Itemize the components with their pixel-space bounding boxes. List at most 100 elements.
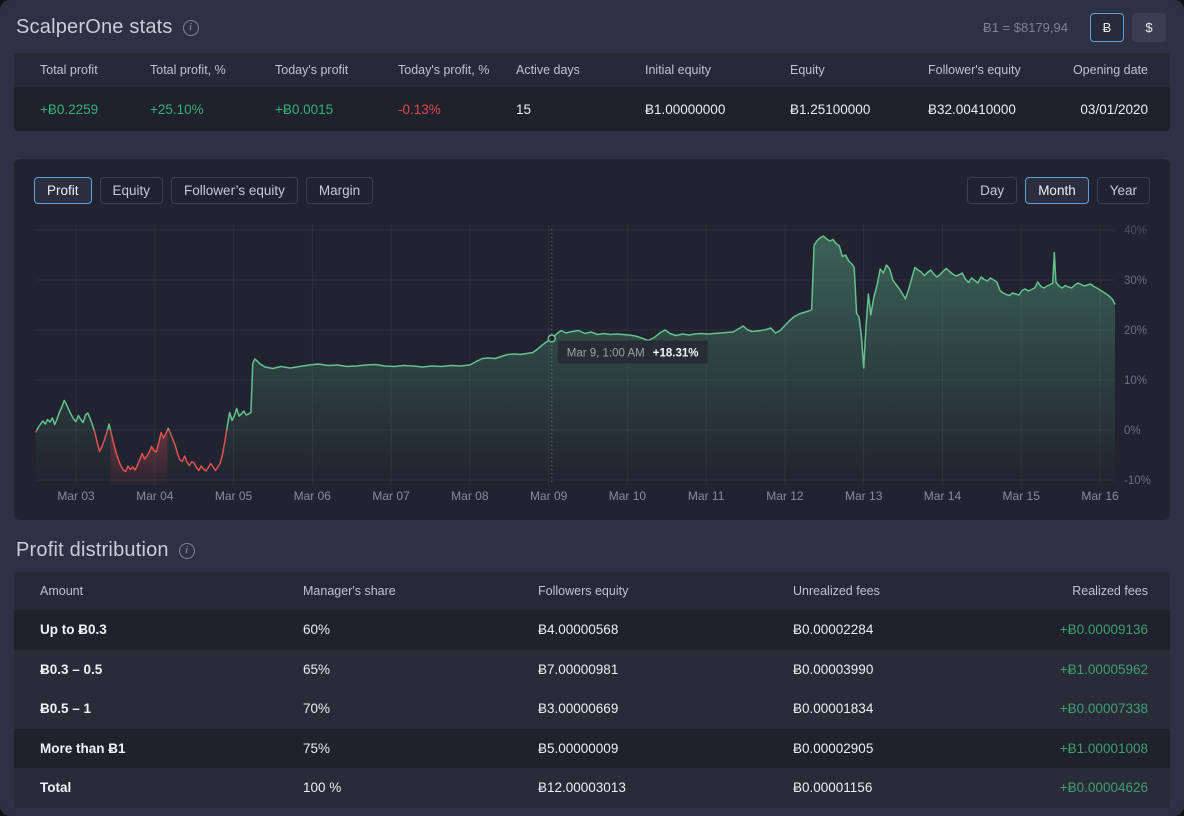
page-title: ScalperOne stats — [16, 16, 173, 39]
distribution-table-body: Up to Ƀ0.360%Ƀ4.00000568Ƀ0.00002284+Ƀ0.0… — [14, 610, 1170, 808]
distribution-info-icon[interactable]: i — [179, 543, 195, 559]
stats-table-header: Total profitTotal profit, %Today's profi… — [14, 53, 1170, 87]
distribution-cell: Ƀ0.00002905 — [793, 741, 993, 756]
table-row: Ƀ0.3 – 0.565%Ƀ7.00000981Ƀ0.00003990+Ƀ1.0… — [14, 650, 1170, 690]
distribution-cell: 60% — [303, 622, 538, 637]
stats-header-cell: Initial equity — [645, 63, 790, 77]
stats-value-cell: +Ƀ0.0015 — [275, 102, 398, 117]
stats-header-cell: Equity — [790, 63, 928, 77]
distribution-table: AmountManager's shareFollowers equityUnr… — [14, 572, 1170, 808]
distribution-cell: 75% — [303, 741, 538, 756]
currency-button-usd[interactable]: $ — [1132, 13, 1166, 42]
distribution-header-cell: Followers equity — [538, 584, 793, 598]
chart-card: Profit Equity Follower’s equity Margin Day M… — [14, 159, 1170, 520]
distribution-cell: More than Ƀ1 — [40, 741, 303, 756]
stats-value-cell: -0.13% — [398, 102, 516, 117]
distribution-cell: Total — [40, 780, 303, 795]
currency-button-btc[interactable]: Ƀ — [1090, 13, 1124, 42]
x-axis-label: Mar 16 — [1081, 489, 1119, 503]
stats-header-cell: Today's profit — [275, 63, 398, 77]
distribution-cell: Ƀ0.00001834 — [793, 701, 993, 716]
stats-header-cell: Today's profit, % — [398, 63, 516, 77]
tab-follower-s-equity[interactable]: Follower’s equity — [171, 177, 298, 204]
currency-toggle: Ƀ$ — [1082, 13, 1166, 42]
stats-value-cell: Ƀ32.00410000 — [928, 102, 1068, 117]
x-axis-label: Mar 10 — [609, 489, 647, 503]
chart-tooltip: Mar 9, 1:00 AM +18.31% — [558, 340, 708, 363]
tooltip-value: +18.31% — [653, 347, 699, 359]
table-row: More than Ƀ175%Ƀ5.00000009Ƀ0.00002905+Ƀ1… — [14, 729, 1170, 769]
profit-chart[interactable]: 40%30%20%10%0%-10%Mar 03Mar 04Mar 05Mar … — [14, 213, 1170, 513]
x-axis-label: Mar 09 — [530, 489, 568, 503]
stats-value-cell: 15 — [516, 102, 645, 117]
distribution-cell: Ƀ4.00000568 — [538, 622, 793, 637]
distribution-cell: Up to Ƀ0.3 — [40, 622, 303, 637]
y-axis-label: 0% — [1124, 425, 1141, 437]
x-axis-label: Mar 15 — [1003, 489, 1041, 503]
distribution-cell: Ƀ0.00001156 — [793, 780, 993, 795]
distribution-cell: +Ƀ0.00009136 — [993, 622, 1148, 637]
y-axis-label: 20% — [1124, 325, 1147, 337]
chart-metric-tabs: Profit Equity Follower’s equity Margin — [34, 177, 373, 204]
x-axis-label: Mar 08 — [451, 489, 489, 503]
distribution-header-cell: Manager's share — [303, 584, 538, 598]
distribution-cell: Ƀ0.3 – 0.5 — [40, 662, 303, 677]
info-icon[interactable]: i — [183, 20, 199, 36]
exchange-rate-label: Ƀ1 = $8179,94 — [983, 20, 1068, 35]
stats-header-cell: Active days — [516, 63, 645, 77]
stats-value-cell: Ƀ1.25100000 — [790, 102, 928, 117]
tab-equity[interactable]: Equity — [100, 177, 164, 204]
range-day[interactable]: Day — [967, 177, 1017, 204]
stats-table: Total profitTotal profit, %Today's profi… — [14, 53, 1170, 131]
table-row: Total100 %Ƀ12.00003013Ƀ0.00001156+Ƀ0.000… — [14, 768, 1170, 808]
distribution-cell: +Ƀ0.00007338 — [993, 701, 1148, 716]
stats-value-cell: +25.10% — [150, 102, 275, 117]
stats-table-values: +Ƀ0.2259+25.10%+Ƀ0.0015-0.13%15Ƀ1.000000… — [14, 87, 1170, 131]
range-year[interactable]: Year — [1097, 177, 1150, 204]
stats-value-cell: +Ƀ0.2259 — [40, 102, 150, 117]
x-axis-label: Mar 14 — [924, 489, 962, 503]
x-axis-label: Mar 07 — [372, 489, 410, 503]
distribution-cell: Ƀ0.00003990 — [793, 662, 993, 677]
distribution-cell: 65% — [303, 662, 538, 677]
distribution-header-cell: Amount — [40, 584, 303, 598]
distribution-cell: +Ƀ1.00001008 — [993, 741, 1148, 756]
distribution-header-cell: Unrealized fees — [793, 584, 993, 598]
distribution-cell: +Ƀ0.00004626 — [993, 780, 1148, 795]
app-window: ScalperOne stats i Ƀ1 = $8179,94 Ƀ$ Tota… — [0, 0, 1184, 816]
table-row: Up to Ƀ0.360%Ƀ4.00000568Ƀ0.00002284+Ƀ0.0… — [14, 610, 1170, 650]
stats-value-cell: Ƀ1.00000000 — [645, 102, 790, 117]
distribution-cell: Ƀ7.00000981 — [538, 662, 793, 677]
distribution-cell: Ƀ0.00002284 — [793, 622, 993, 637]
chart-range-tabs: Day Month Year — [967, 177, 1150, 204]
distribution-header: Profit distribution i — [16, 539, 1166, 562]
stats-header-cell: Follower's equity — [928, 63, 1068, 77]
tab-profit[interactable]: Profit — [34, 177, 92, 204]
tab-margin[interactable]: Margin — [306, 177, 373, 204]
hover-marker — [548, 335, 555, 342]
header: ScalperOne stats i Ƀ1 = $8179,94 Ƀ$ — [0, 0, 1184, 53]
distribution-title: Profit distribution — [16, 539, 169, 562]
distribution-cell: +Ƀ1.00005962 — [993, 662, 1148, 677]
distribution-cell: Ƀ3.00000669 — [538, 701, 793, 716]
x-axis-label: Mar 13 — [845, 489, 883, 503]
range-month[interactable]: Month — [1025, 177, 1089, 204]
distribution-cell: Ƀ12.00003013 — [538, 780, 793, 795]
x-axis-label: Mar 04 — [136, 489, 174, 503]
distribution-table-header: AmountManager's shareFollowers equityUnr… — [14, 572, 1170, 610]
y-axis-label: 30% — [1124, 275, 1147, 287]
table-row: Ƀ0.5 – 170%Ƀ3.00000669Ƀ0.00001834+Ƀ0.000… — [14, 689, 1170, 729]
y-axis-label: 40% — [1124, 225, 1147, 237]
x-axis-label: Mar 06 — [294, 489, 332, 503]
x-axis-label: Mar 03 — [57, 489, 95, 503]
stats-header-cell: Total profit — [40, 63, 150, 77]
x-axis-label: Mar 05 — [215, 489, 253, 503]
x-axis-label: Mar 12 — [766, 489, 804, 503]
distribution-cell: Ƀ0.5 – 1 — [40, 701, 303, 716]
distribution-header-cell: Realized fees — [993, 584, 1148, 598]
tooltip-date: Mar 9, 1:00 AM — [567, 347, 645, 359]
distribution-cell: 70% — [303, 701, 538, 716]
distribution-cell: Ƀ5.00000009 — [538, 741, 793, 756]
y-axis-label: -10% — [1124, 475, 1151, 487]
distribution-cell: 100 % — [303, 780, 538, 795]
